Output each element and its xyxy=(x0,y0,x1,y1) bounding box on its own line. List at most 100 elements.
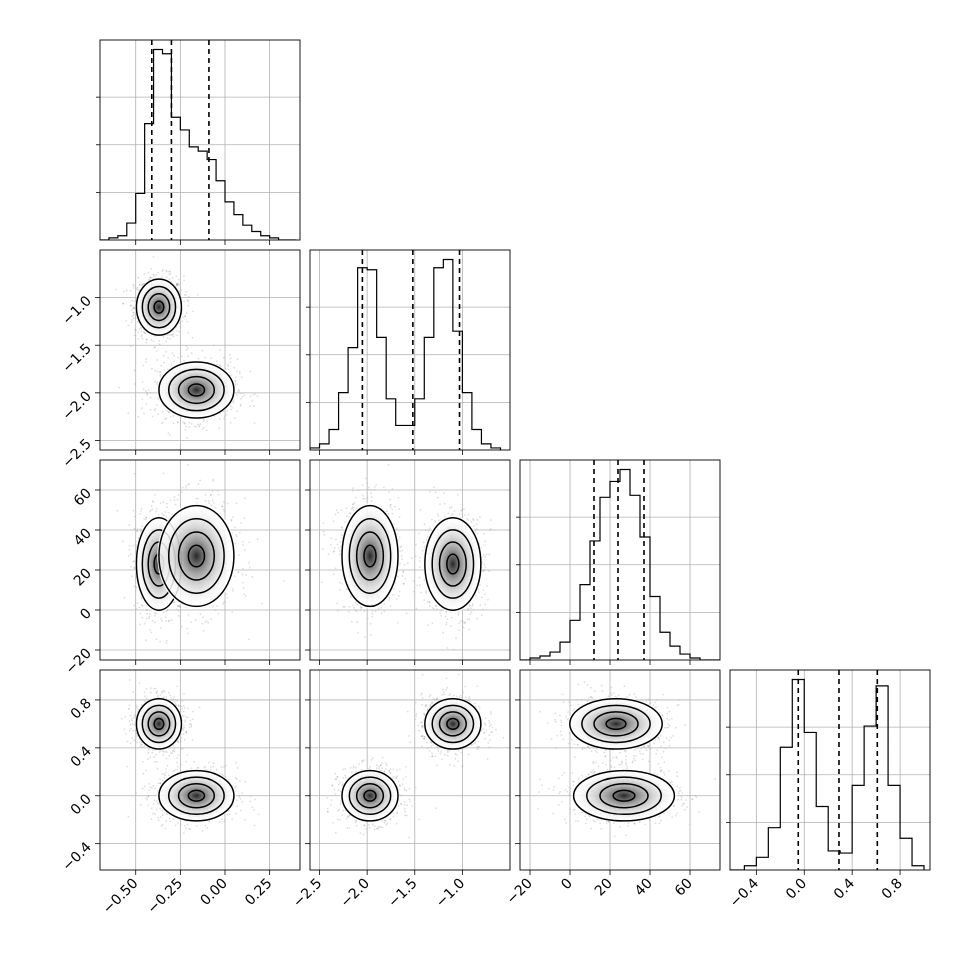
sample-point xyxy=(401,575,404,577)
sample-point xyxy=(141,283,143,286)
sample-point xyxy=(212,502,215,504)
sample-point xyxy=(132,314,135,317)
sample-point xyxy=(188,482,191,485)
sample-point xyxy=(133,472,136,475)
sample-point xyxy=(222,602,225,605)
sample-point xyxy=(170,334,173,336)
sample-point xyxy=(332,551,335,553)
sample-point xyxy=(249,370,252,373)
sample-point xyxy=(480,614,483,617)
sample-point xyxy=(202,419,205,421)
sample-point xyxy=(182,421,185,424)
sample-point xyxy=(434,521,437,523)
sample-point xyxy=(236,390,239,392)
sample-point xyxy=(132,560,135,563)
sample-point xyxy=(176,329,179,332)
sample-point xyxy=(141,337,144,340)
sample-point xyxy=(146,338,149,341)
sample-point xyxy=(241,395,244,398)
sample-point xyxy=(187,614,190,616)
sample-point xyxy=(199,479,202,482)
sample-point xyxy=(146,393,149,396)
sample-point xyxy=(398,516,401,518)
sample-point xyxy=(233,366,236,369)
sample-point xyxy=(140,596,143,599)
sample-point xyxy=(402,582,405,585)
sample-point xyxy=(132,307,134,310)
sample-point xyxy=(236,358,239,360)
sample-point xyxy=(239,405,242,407)
sample-point xyxy=(231,590,234,592)
sample-point xyxy=(185,345,188,348)
sample-point xyxy=(236,383,239,386)
sample-point xyxy=(470,607,472,610)
sample-point xyxy=(369,622,372,625)
sample-point xyxy=(165,610,168,613)
sample-point xyxy=(154,346,157,349)
sample-point xyxy=(352,604,354,606)
sample-point xyxy=(141,525,143,528)
sample-point xyxy=(476,617,479,620)
sample-point xyxy=(438,519,440,522)
sample-point xyxy=(140,604,143,607)
sample-point xyxy=(136,286,139,289)
sample-point xyxy=(165,639,168,642)
sample-point xyxy=(187,355,190,358)
sample-point xyxy=(162,354,165,357)
sample-point xyxy=(168,278,171,280)
sample-point xyxy=(330,537,333,539)
sample-point xyxy=(162,514,165,517)
sample-point xyxy=(196,294,199,296)
sample-point xyxy=(334,567,337,570)
sample-point xyxy=(248,638,250,641)
sample-point xyxy=(185,290,188,293)
sample-point xyxy=(194,619,197,621)
sample-point xyxy=(442,631,445,634)
sample-point xyxy=(160,627,162,629)
sample-point xyxy=(144,622,146,625)
sample-point xyxy=(122,302,124,305)
sample-point xyxy=(226,502,229,505)
sample-point xyxy=(457,614,460,616)
sample-point xyxy=(197,497,200,500)
sample-point xyxy=(145,361,148,363)
sample-point xyxy=(143,272,146,275)
sample-point xyxy=(163,514,166,517)
sample-point xyxy=(336,602,339,605)
sample-point xyxy=(443,492,446,495)
sample-point xyxy=(439,503,441,505)
sample-point xyxy=(176,421,179,424)
sample-point xyxy=(181,355,183,358)
sample-point xyxy=(183,279,186,282)
sample-point xyxy=(169,272,172,275)
sample-point xyxy=(165,502,168,505)
sample-point xyxy=(148,615,151,618)
sample-point xyxy=(190,621,193,624)
sample-point xyxy=(404,577,407,580)
sample-point xyxy=(467,607,470,610)
sample-point xyxy=(185,349,188,351)
sample-point xyxy=(177,605,180,608)
sample-point xyxy=(243,593,245,595)
sample-point xyxy=(230,408,232,411)
sample-point xyxy=(425,590,427,593)
sample-point xyxy=(443,515,446,518)
sample-point xyxy=(234,542,237,545)
sample-point xyxy=(327,553,330,556)
sample-point xyxy=(242,587,245,589)
sample-point xyxy=(133,567,136,570)
sample-point xyxy=(343,606,346,608)
sample-point xyxy=(234,575,236,578)
sample-point xyxy=(219,365,222,367)
sample-point xyxy=(234,376,237,379)
sample-point xyxy=(352,506,355,509)
sample-point xyxy=(396,622,399,624)
sample-point xyxy=(173,354,175,357)
sample-point xyxy=(400,545,403,547)
sample-point xyxy=(458,622,460,625)
sample-point xyxy=(421,549,424,552)
sample-point xyxy=(210,504,213,507)
sample-point xyxy=(176,283,179,286)
sample-point xyxy=(152,340,155,343)
sample-point xyxy=(355,610,358,613)
